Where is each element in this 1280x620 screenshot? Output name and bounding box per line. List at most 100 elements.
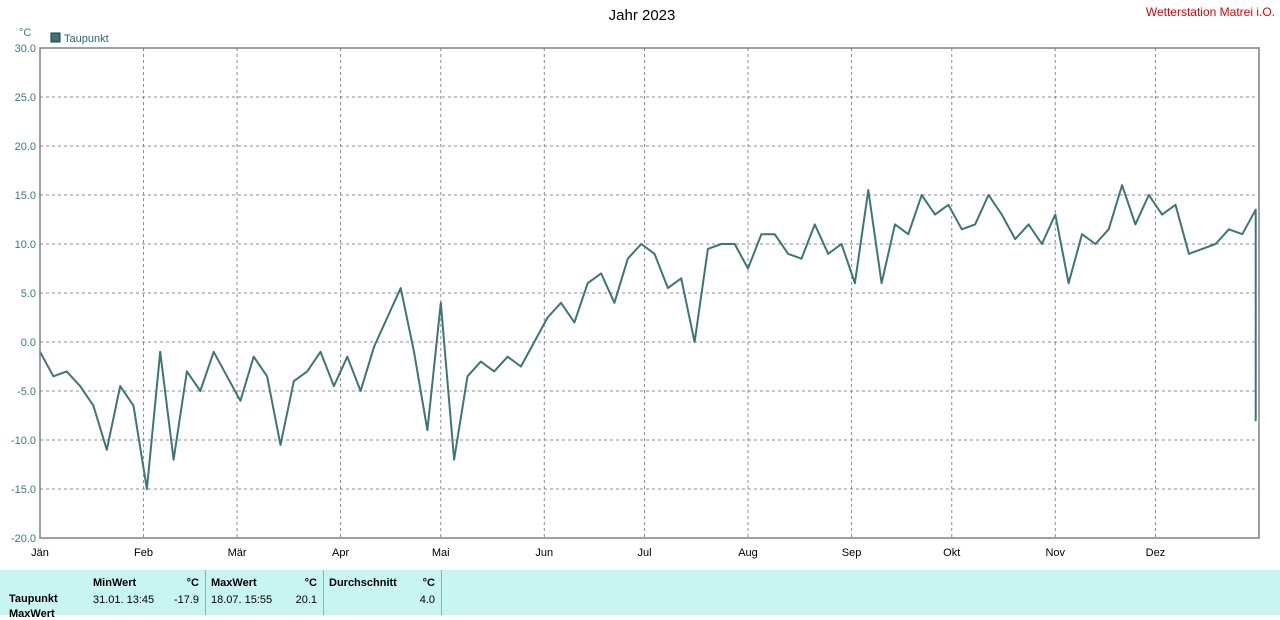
min-header: MinWert — [93, 577, 137, 589]
dewpoint-chart: Jahr 2023 Wetterstation Matrei i.O. °C T… — [11, 5, 1275, 559]
data-point — [854, 282, 856, 285]
data-point — [426, 429, 429, 432]
data-point — [894, 223, 896, 226]
data-point — [279, 444, 282, 446]
data-point — [1081, 233, 1083, 235]
data-point — [533, 341, 536, 343]
y-tick-label: -20.0 — [11, 533, 36, 545]
data-point — [172, 458, 175, 461]
data-point — [1254, 277, 1257, 280]
data-point — [1254, 243, 1257, 245]
data-point — [627, 257, 629, 260]
x-tick-label: Jun — [535, 547, 553, 559]
data-point — [1148, 194, 1150, 196]
data-point — [546, 316, 549, 319]
data-point — [787, 253, 789, 255]
data-point — [199, 390, 202, 392]
data-point — [52, 375, 55, 378]
data-point — [1254, 311, 1257, 314]
data-point — [1254, 360, 1257, 363]
data-point — [1254, 213, 1257, 216]
x-tick-label: Feb — [134, 547, 153, 559]
max-value: 20.1 — [295, 594, 317, 606]
data-point — [1067, 282, 1070, 285]
data-point — [92, 404, 95, 407]
data-point — [480, 360, 482, 363]
data-point — [399, 287, 402, 289]
y-tick-label: 15.0 — [15, 190, 36, 202]
x-tick-label: Mär — [228, 547, 247, 559]
x-tick-label: Nov — [1045, 547, 1065, 559]
data-point — [680, 277, 682, 280]
data-point — [1254, 253, 1257, 255]
data-point — [1241, 233, 1244, 235]
data-point — [867, 189, 870, 191]
y-tick-label: -5.0 — [17, 386, 36, 398]
chart-title: Jahr 2023 — [609, 7, 676, 24]
y-axis: 30.0 25.0 20.0 15.0 10.0 5.0 0.0 -5.0 -10.0 -15.0… — [11, 43, 36, 545]
data-point — [1121, 184, 1123, 186]
data-point — [720, 243, 723, 245]
data-point — [586, 282, 589, 285]
y-tick-label: 30.0 — [15, 43, 36, 55]
x-tick-label: Okt — [943, 547, 960, 559]
data-point — [880, 282, 883, 285]
data-point — [1228, 228, 1230, 231]
x-tick-label: Jul — [637, 547, 651, 559]
data-point — [907, 233, 910, 235]
data-point — [573, 321, 576, 324]
data-point — [1254, 365, 1257, 368]
statistics-panel: Taupunkt MaxWert MinWert °C 31.01. 13:45… — [0, 570, 1280, 620]
data-point — [186, 370, 188, 373]
data-point — [613, 302, 616, 304]
min-datetime: 31.01. 13:45 — [93, 594, 155, 606]
data-point — [1054, 213, 1057, 216]
x-tick-label: Sep — [842, 547, 862, 559]
data-point — [800, 257, 803, 260]
data-point — [373, 346, 375, 348]
data-point — [920, 194, 923, 196]
data-point — [493, 370, 496, 373]
min-unit: °C — [186, 577, 199, 589]
legend: Taupunkt — [50, 32, 109, 45]
data-point — [667, 287, 669, 289]
y-tick-label: 25.0 — [15, 92, 36, 104]
data-point — [1027, 223, 1030, 226]
y-tick-label: -15.0 — [11, 484, 36, 496]
avg-unit: °C — [422, 577, 435, 589]
data-point — [79, 385, 81, 387]
data-point — [600, 272, 602, 275]
data-point — [119, 385, 121, 387]
data-point — [1254, 218, 1257, 221]
data-point — [413, 351, 415, 353]
series-layer — [39, 184, 1257, 490]
data-point — [560, 302, 562, 304]
x-tick-label: Aug — [738, 547, 758, 559]
data-point — [266, 375, 268, 378]
data-point — [773, 233, 776, 235]
avg-value: 4.0 — [419, 594, 435, 606]
data-point — [212, 351, 215, 353]
data-point — [1254, 292, 1257, 294]
legend-swatch — [50, 32, 61, 43]
data-point — [1094, 243, 1097, 245]
data-point — [146, 488, 148, 490]
data-point — [386, 316, 389, 319]
data-point — [106, 449, 108, 451]
data-point — [760, 233, 763, 235]
legend-label: Taupunkt — [64, 33, 109, 45]
y-tick-label: 5.0 — [21, 288, 36, 300]
data-point — [693, 341, 696, 343]
plot-frame — [39, 47, 1260, 539]
data-point — [1254, 208, 1257, 211]
data-point — [1134, 223, 1137, 226]
data-point — [1254, 355, 1257, 358]
data-point — [440, 302, 442, 304]
data-point — [987, 194, 990, 196]
data-point — [1254, 282, 1257, 285]
data-point — [1254, 257, 1257, 260]
grid — [40, 48, 1259, 538]
data-point — [1201, 248, 1203, 250]
data-point — [293, 380, 295, 383]
avg-header: Durchschnitt — [329, 577, 397, 589]
